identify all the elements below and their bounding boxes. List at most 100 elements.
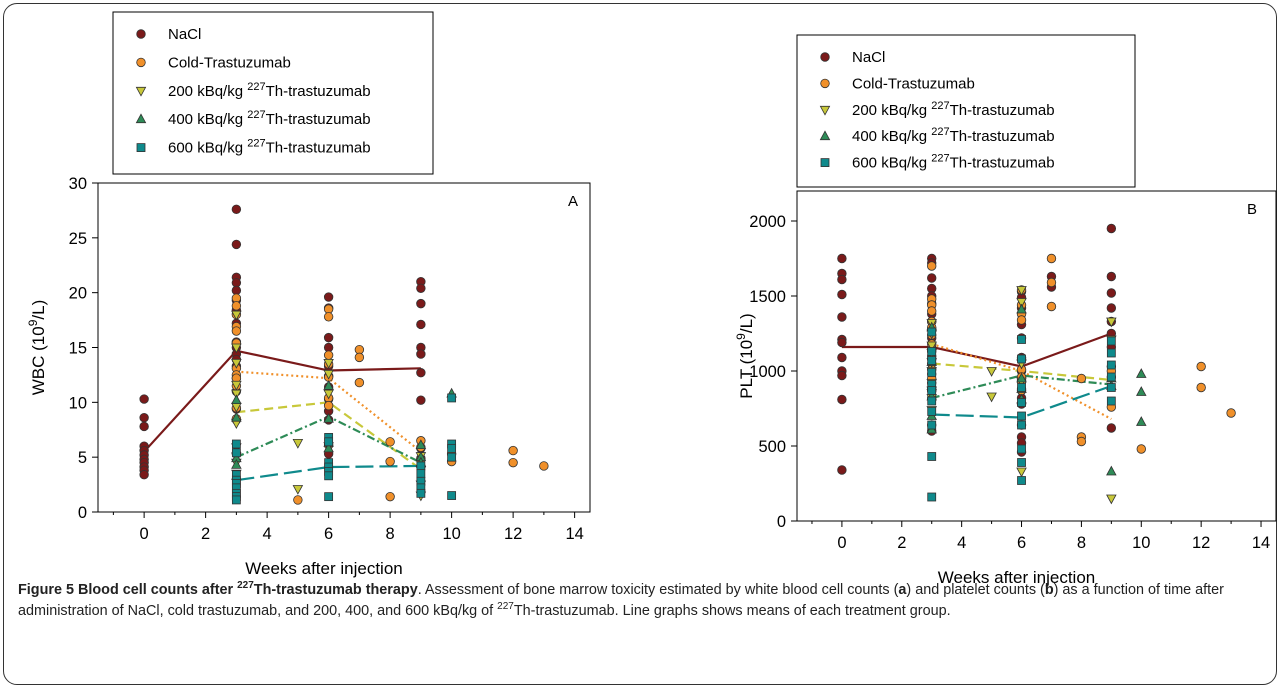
data-point [231, 358, 242, 369]
y-tick-label: 1500 [749, 288, 786, 306]
y-axis-label-tail: /L) [29, 300, 48, 320]
data-point [837, 465, 847, 475]
data-point [1106, 317, 1117, 328]
data-point [385, 491, 395, 502]
data-point [837, 274, 847, 285]
legend-label-main: NaCl [168, 26, 201, 43]
legend-label-tail: Th-trastuzumab [266, 140, 371, 157]
data-point [354, 377, 365, 388]
data-point [1016, 315, 1027, 325]
legend-box [112, 11, 434, 175]
data-point [1106, 396, 1116, 406]
mean-line [143, 349, 421, 453]
mean-line [931, 342, 1112, 420]
data-point [1136, 444, 1146, 454]
panel-letter: B [1247, 201, 1257, 218]
legend-label: 400 kBq/kg 227Th-trastuzumab [852, 126, 1055, 145]
legend-marker [135, 113, 147, 124]
legend-label-main: NaCl [852, 49, 885, 66]
legend-label: 200 kBq/kg 227Th-trastuzumab [168, 81, 371, 100]
legend-marker [136, 57, 146, 68]
data-point [508, 445, 518, 456]
data-point [926, 341, 937, 352]
data-point [1016, 298, 1027, 308]
data-point [231, 495, 241, 505]
data-point [323, 369, 334, 380]
legend-label-main: Cold-Trastuzumab [852, 75, 975, 92]
data-point [1136, 386, 1147, 396]
y-tick-label: 25 [69, 230, 87, 248]
legend-label-tail: Th-trastuzumab [950, 128, 1055, 145]
figure-caption: Figure 5 Blood cell counts after 227Th-t… [18, 580, 1268, 622]
y-tick-label: 1000 [749, 363, 786, 381]
data-point [231, 380, 242, 391]
x-tick-label: 14 [1252, 534, 1270, 552]
y-axis-label-main: WBC (10 [29, 326, 48, 395]
mean-line [841, 332, 1112, 368]
data-point [1016, 286, 1027, 296]
data-point [323, 442, 334, 453]
legend-marker [819, 130, 831, 141]
data-point [927, 273, 937, 283]
data-point [1017, 444, 1026, 454]
data-point [1017, 383, 1026, 392]
caption-body-1: . Assessment of bone marrow toxicity est… [417, 582, 899, 598]
data-point [927, 356, 937, 365]
data-point [1106, 360, 1116, 370]
data-point [385, 456, 395, 467]
legend-label: 600 kBq/kg 227Th-trastuzumab [852, 153, 1055, 172]
data-point [1106, 383, 1116, 392]
data-point [1106, 303, 1117, 313]
data-point [508, 457, 518, 468]
data-point [927, 327, 937, 337]
caption-body-2: ) and platelet counts ( [906, 582, 1045, 598]
mean-line [236, 370, 422, 453]
data-point [293, 495, 303, 505]
x-tick-label: 2 [201, 525, 210, 543]
data-point [416, 368, 426, 378]
legend-label: Cold-Trastuzumab [852, 75, 975, 92]
data-point [1046, 253, 1057, 264]
data-point [837, 289, 847, 300]
data-point [1106, 271, 1117, 282]
data-point [1196, 382, 1206, 393]
legend-box [796, 34, 1136, 188]
data-point [385, 437, 395, 447]
data-point [837, 394, 847, 405]
data-point [1106, 223, 1117, 234]
data-point [231, 448, 241, 458]
data-point [837, 370, 847, 381]
caption-label-sup: 227 [237, 580, 254, 592]
data-point [323, 358, 334, 369]
x-tick-label: 0 [140, 525, 149, 543]
y-tick-label: 500 [758, 438, 786, 456]
x-tick-label: 8 [386, 525, 395, 543]
data-point [1106, 336, 1116, 346]
data-point [1017, 476, 1026, 485]
data-point [323, 350, 334, 360]
data-point [1136, 368, 1147, 378]
chart-panel-a: 0 2 4 6 8 10 12 14 0 5 10 15 20 25 30 Weeks after injec… [26, 11, 591, 578]
x-tick-label: 0 [837, 534, 846, 552]
data-point [986, 392, 997, 403]
y-tick-label: 10 [69, 394, 87, 412]
data-point [1017, 354, 1026, 364]
legend-label-tail: Th-trastuzumab [266, 111, 371, 128]
data-point [927, 492, 937, 502]
data-point [231, 204, 242, 215]
data-point [1106, 348, 1116, 358]
data-point [1226, 408, 1236, 418]
data-point [1106, 423, 1117, 433]
legend-label-sup: 227 [931, 126, 949, 138]
data-point [837, 312, 847, 322]
data-point [416, 488, 426, 498]
y-tick-label: 20 [69, 285, 87, 303]
legend-label-main: 200 kBq/kg [168, 83, 247, 100]
caption-label: Figure 5 Blood cell counts after 227Th-t… [18, 580, 418, 598]
data-point [539, 461, 549, 471]
data-point [324, 471, 334, 481]
data-point [1017, 411, 1026, 421]
caption-ref-a: a [898, 582, 907, 598]
